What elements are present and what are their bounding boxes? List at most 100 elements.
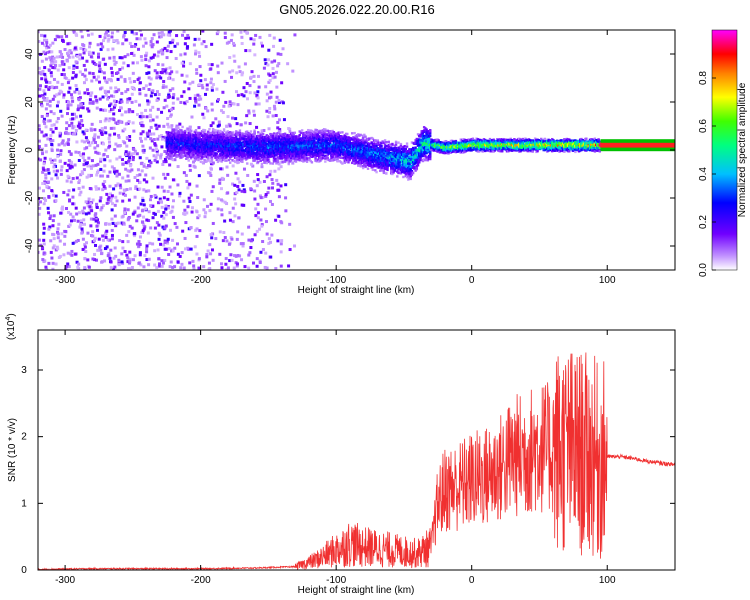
heatmap-cell: [213, 130, 216, 133]
heatmap-cell: [187, 138, 190, 141]
heatmap-cell: [204, 92, 208, 96]
heatmap-cell: [243, 154, 247, 157]
heatmap-cell: [176, 260, 180, 264]
heatmap-cell: [85, 175, 89, 179]
heatmap-cell: [186, 155, 189, 159]
heatmap-cell: [211, 127, 215, 131]
heatmap-cell: [132, 147, 136, 151]
heatmap-cell: [277, 167, 281, 171]
heatmap-cell: [122, 192, 126, 196]
heatmap-cell: [269, 143, 272, 146]
heatmap-cell: [60, 35, 64, 39]
heatmap-cell: [169, 140, 172, 144]
heatmap-cell: [294, 142, 298, 146]
heatmap-cell: [248, 137, 251, 140]
heatmap-cell: [113, 148, 117, 152]
heatmap-cell: [67, 210, 71, 214]
heatmap-cell: [141, 130, 145, 134]
heatmap-cell: [320, 136, 323, 139]
heatmap-cell: [252, 137, 255, 141]
heatmap-cell: [155, 115, 159, 119]
heatmap-cell: [243, 140, 247, 143]
heatmap-cell: [170, 152, 173, 155]
heatmap-cell: [38, 145, 41, 149]
heatmap-cell: [174, 148, 177, 152]
heatmap-cell: [155, 40, 159, 44]
heatmap-cell: [166, 237, 170, 241]
heatmap-cell: [109, 86, 113, 90]
heatmap-cell: [222, 150, 226, 153]
heatmap-cell: [101, 238, 105, 242]
heatmap-cell: [233, 156, 237, 159]
heatmap-cell: [226, 133, 229, 137]
heatmap-cell: [40, 130, 44, 134]
heatmap-cell: [213, 129, 216, 132]
heatmap-cell: [329, 142, 332, 145]
heatmap-cell: [167, 144, 171, 148]
heatmap-cell: [133, 176, 137, 180]
heatmap-cell: [286, 148, 289, 152]
heatmap-cell: [117, 263, 121, 267]
heatmap-cell: [199, 141, 203, 144]
heatmap-cell: [289, 154, 293, 157]
heatmap-cell: [88, 174, 92, 178]
heatmap-cell: [228, 143, 232, 146]
heatmap-cell: [60, 114, 64, 118]
heatmap-cell: [226, 139, 229, 143]
heatmap-cell: [209, 77, 213, 81]
heatmap-cell: [176, 252, 180, 256]
heatmap-cell: [66, 174, 70, 178]
heatmap-cell: [235, 132, 238, 136]
heatmap-cell: [38, 238, 41, 242]
heatmap-cell: [164, 224, 168, 228]
heatmap-cell: [188, 131, 192, 135]
heatmap-cell: [58, 55, 62, 59]
heatmap-cell: [221, 153, 225, 157]
heatmap-cell: [130, 266, 134, 270]
heatmap-cell: [108, 144, 112, 148]
heatmap-cell: [108, 140, 112, 144]
heatmap-cell: [227, 137, 231, 140]
heatmap-cell: [239, 146, 243, 149]
heatmap-cell: [269, 151, 272, 155]
heatmap-cell: [193, 150, 197, 154]
heatmap-cell: [40, 104, 44, 108]
heatmap-cell: [174, 146, 177, 150]
heatmap-cell: [218, 252, 222, 256]
heatmap-cell: [186, 144, 189, 148]
heatmap-cell: [264, 151, 267, 154]
heatmap-cell: [274, 158, 277, 161]
heatmap-cell: [192, 147, 195, 151]
heatmap-cell: [237, 140, 240, 143]
heatmap-cell: [309, 138, 312, 142]
heatmap-cell: [153, 249, 157, 253]
heatmap-cell: [60, 38, 64, 42]
heatmap-cell: [180, 153, 183, 157]
heatmap-cell: [288, 248, 292, 252]
heatmap-cell: [203, 129, 207, 133]
heatmap-cell: [92, 61, 96, 65]
heatmap-cell: [313, 151, 316, 154]
heatmap-cell: [255, 148, 259, 151]
heatmap-cell: [195, 210, 199, 214]
heatmap-cell: [219, 143, 222, 146]
heatmap-cell: [103, 259, 107, 263]
heatmap-cell: [292, 131, 295, 135]
heatmap-cell: [111, 221, 115, 225]
heatmap-cell: [241, 160, 244, 163]
heatmap-cell: [196, 147, 199, 150]
heatmap-cell: [116, 71, 120, 75]
heatmap-cell: [269, 199, 273, 203]
heatmap-cell: [44, 57, 48, 61]
heatmap-cell: [157, 237, 161, 241]
heatmap-cell: [166, 154, 170, 157]
heatmap-cell: [43, 52, 47, 56]
heatmap-cell: [259, 196, 263, 200]
heatmap-cell: [59, 168, 63, 172]
heatmap-cell: [156, 62, 160, 66]
heatmap-cell: [284, 183, 288, 187]
heatmap-cell: [60, 207, 64, 211]
heatmap-cell: [171, 96, 175, 100]
heatmap-cell: [245, 31, 249, 35]
heatmap-cell: [252, 148, 255, 152]
